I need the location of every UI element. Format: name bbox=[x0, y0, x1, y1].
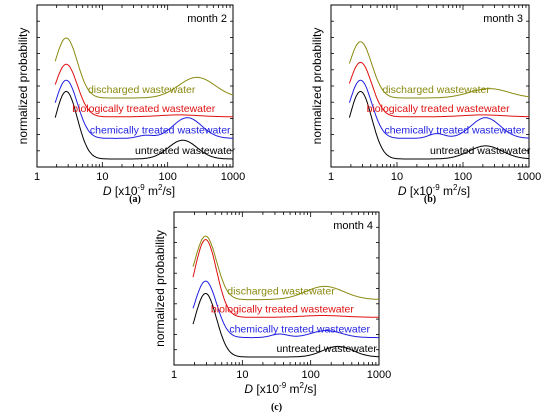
series-line bbox=[192, 239, 379, 318]
series-label: discharged wastewater bbox=[227, 286, 335, 298]
x-tick-label: 100 bbox=[454, 171, 472, 183]
x-tick-label: 1000 bbox=[367, 369, 391, 381]
y-axis-label: normalized probability bbox=[16, 28, 30, 145]
x-tick-label: 100 bbox=[158, 171, 176, 183]
series-line bbox=[192, 280, 379, 339]
x-tick-label: 1 bbox=[171, 369, 177, 381]
x-tick-label: 10 bbox=[96, 171, 108, 183]
series-line bbox=[54, 79, 233, 139]
panel-title: month 4 bbox=[333, 220, 373, 232]
series-line bbox=[348, 41, 530, 99]
panel-caption: (c) bbox=[271, 402, 282, 413]
series-label: chemically treated wastewater bbox=[90, 124, 231, 136]
series-label: discharged wastewater bbox=[382, 84, 490, 96]
x-tick-label: 100 bbox=[301, 369, 319, 381]
series-line bbox=[54, 37, 234, 99]
panel-caption: (b) bbox=[424, 194, 436, 205]
series-label: biologically treated wastewater bbox=[211, 303, 354, 315]
y-axis-label: normalized probability bbox=[310, 28, 324, 145]
x-tick-label: 10 bbox=[236, 369, 248, 381]
x-tick-label: 1000 bbox=[517, 171, 541, 183]
series-label: untreated wastewater bbox=[277, 343, 378, 355]
panel-title: month 2 bbox=[187, 13, 227, 25]
series-label: chemically treated wastewater bbox=[384, 124, 525, 136]
x-axis-label: D [x10-9 m2/s] bbox=[244, 381, 316, 396]
series-line bbox=[192, 293, 379, 358]
panel-3: 1 10 100 1000 D [x10-9 m2/s] normalized proba… bbox=[153, 211, 391, 413]
series-label: biologically treated wastewater bbox=[367, 103, 510, 115]
x-axis-label: D [x10-9 m2/s] bbox=[103, 183, 175, 198]
panel-1: 1 10 100 1000 D [x10-9 m2/s] normalized proba… bbox=[16, 4, 245, 205]
x-tick-label: 1 bbox=[34, 171, 40, 183]
series-line bbox=[348, 79, 529, 139]
series-line bbox=[54, 63, 233, 118]
series-label: untreated wastewater bbox=[430, 145, 531, 157]
x-tick-label: 1000 bbox=[221, 171, 245, 183]
y-axis-label: normalized probability bbox=[153, 230, 167, 347]
panel-title: month 3 bbox=[483, 13, 523, 25]
series-label: untreated wastewater bbox=[135, 145, 236, 157]
series-line bbox=[192, 235, 379, 301]
series-label: discharged wastewater bbox=[88, 84, 196, 96]
panel-2: 1 10 100 1000 D [x10-9 m2/s] normalized proba… bbox=[310, 4, 541, 205]
series-label: biologically treated wastewater bbox=[72, 103, 215, 115]
x-axis-label: D [x10-9 m2/s] bbox=[398, 183, 470, 198]
x-tick-label: 10 bbox=[391, 171, 403, 183]
series-line bbox=[348, 61, 530, 118]
x-tick-label: 1 bbox=[328, 171, 334, 183]
panel-caption: (a) bbox=[129, 194, 141, 205]
series-label: chemically treated wastewater bbox=[229, 324, 370, 336]
series-line bbox=[348, 90, 530, 160]
series-line bbox=[54, 90, 233, 160]
